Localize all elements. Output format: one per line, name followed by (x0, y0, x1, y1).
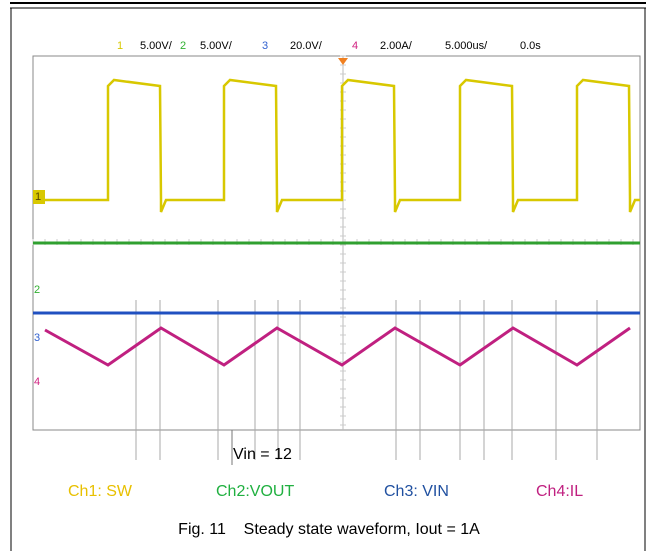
channel-marker: 3 (34, 332, 40, 344)
legend-entry: Ch4:IL (536, 483, 583, 500)
channel-scale: 2.00A/ (380, 40, 413, 52)
timebase: 5.000us/ (445, 40, 488, 52)
marker-bg (33, 190, 45, 204)
legend-entry: Ch1: SW (68, 483, 133, 500)
channel-scale: 5.00V/ (140, 40, 173, 52)
annotation: Vin = 12 (233, 446, 292, 463)
wave-il (44, 326, 631, 367)
channel-marker: 1 (35, 191, 41, 203)
legend-entry: Ch2:VOUT (216, 483, 294, 500)
waveforms (33, 78, 640, 367)
channel-number: 3 (262, 40, 268, 52)
caption: Fig. 11 Steady state waveform, Iout = 1A (178, 521, 480, 538)
wave-sw (45, 78, 640, 213)
channel-number: 2 (180, 40, 186, 52)
channel-marker: 2 (34, 284, 40, 296)
channel-scale: 20.0V/ (290, 40, 323, 52)
legend-entry: Ch3: VIN (384, 483, 449, 500)
channel-number: 1 (117, 40, 123, 52)
channel-scale: 5.00V/ (200, 40, 233, 52)
trigger-marker (338, 58, 348, 65)
delay: 0.0s (520, 40, 541, 52)
channel-number: 4 (352, 40, 358, 52)
channel-marker: 4 (34, 376, 40, 388)
